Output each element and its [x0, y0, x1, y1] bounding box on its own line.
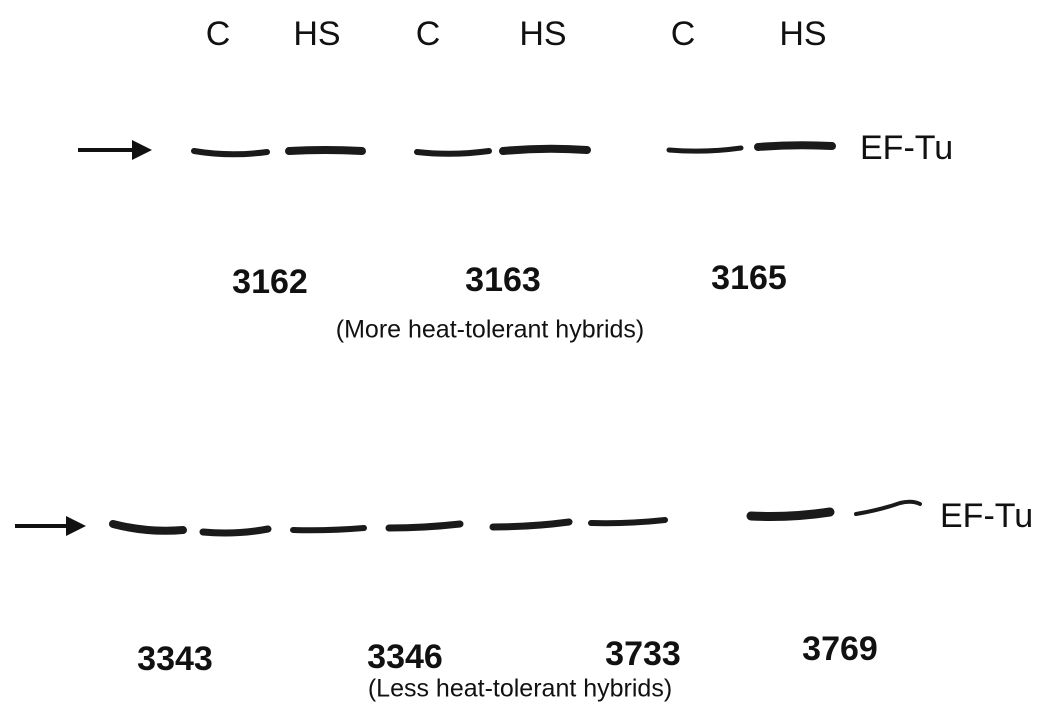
- band: [591, 520, 665, 523]
- band: [493, 522, 569, 527]
- lane-label: C: [671, 15, 696, 53]
- top-panel: C HS C HS C HS EF-Tu 3162 3163 3165 (Mor…: [78, 15, 953, 344]
- band: [669, 148, 741, 151]
- blot-figure: C HS C HS C HS EF-Tu 3162 3163 3165 (Mor…: [0, 0, 1063, 707]
- hybrid-id: 3733: [605, 635, 681, 673]
- hybrid-id: 3162: [232, 263, 308, 301]
- lane-label: HS: [293, 15, 340, 53]
- band-label: EF-Tu: [860, 129, 953, 167]
- band: [289, 150, 362, 151]
- page: C HS C HS C HS EF-Tu 3162 3163 3165 (Mor…: [0, 0, 1063, 707]
- lane-label: HS: [779, 15, 826, 53]
- band: [293, 528, 364, 530]
- band: [758, 145, 832, 147]
- caption: (More heat-tolerant hybrids): [336, 316, 644, 344]
- hybrid-id: 3346: [367, 638, 443, 676]
- band: [113, 524, 183, 531]
- hybrid-id: 3343: [137, 640, 213, 678]
- band: [417, 151, 489, 154]
- band: [856, 502, 920, 514]
- bottom-panel: EF-Tu 3343 3346 3733 3769 (Less heat-tol…: [15, 497, 1033, 703]
- lane-label: C: [416, 15, 441, 53]
- hybrid-id: 3165: [711, 259, 787, 297]
- hybrid-id: 3769: [802, 630, 878, 668]
- band: [389, 524, 460, 528]
- hybrid-id: 3163: [465, 261, 541, 299]
- lane-label: C: [206, 15, 231, 53]
- band-label: EF-Tu: [940, 497, 1033, 535]
- band: [751, 512, 830, 517]
- band: [194, 151, 267, 154]
- caption: (Less heat-tolerant hybrids): [368, 675, 672, 703]
- lane-label: HS: [519, 15, 566, 53]
- band: [203, 529, 268, 533]
- band: [503, 149, 587, 151]
